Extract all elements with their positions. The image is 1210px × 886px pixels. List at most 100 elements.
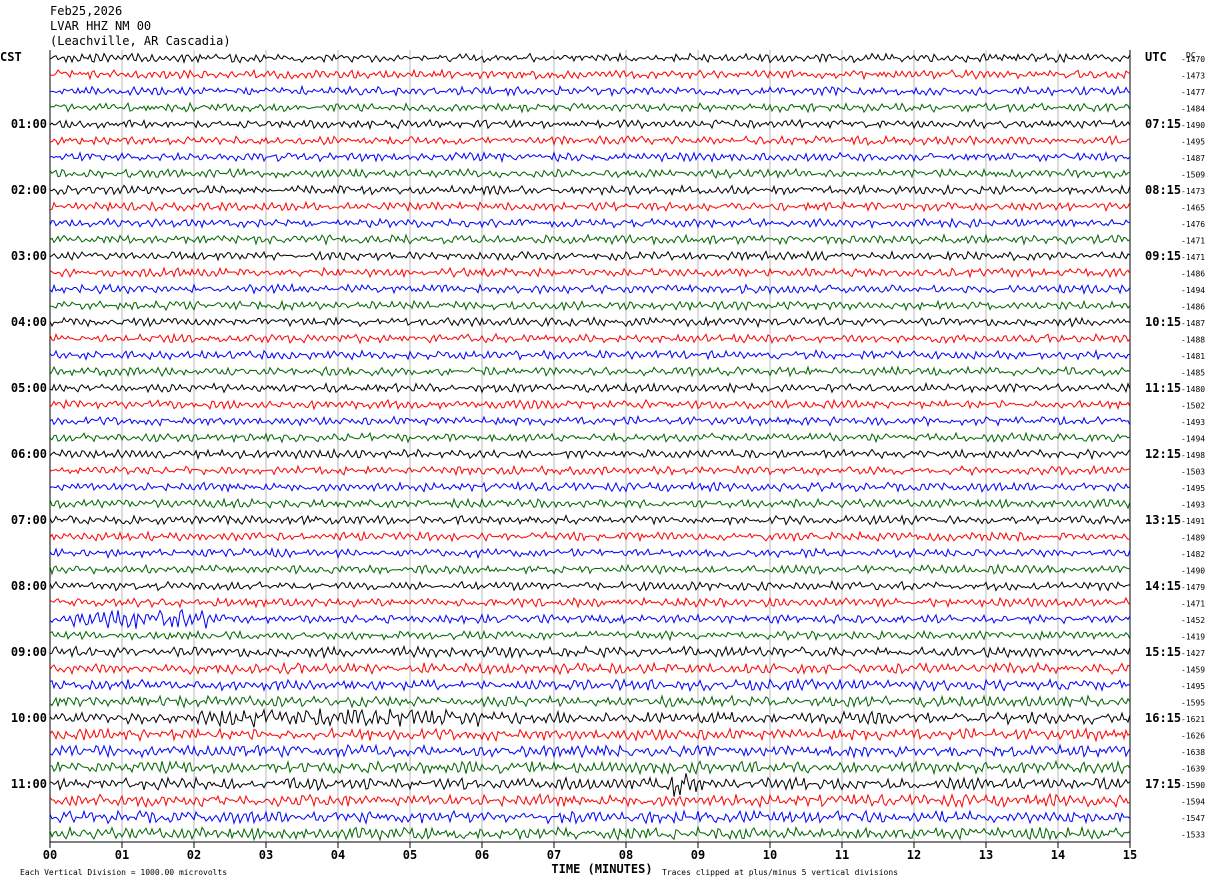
- seismic-trace-row: [49, 332, 1131, 345]
- dc-offset-label: -1547: [1181, 814, 1205, 823]
- right-hour-label: 17:15: [1145, 777, 1181, 791]
- seismic-trace-row: [49, 217, 1131, 229]
- seismic-trace-row: [49, 282, 1131, 295]
- dc-header-label: DC: [1186, 51, 1196, 60]
- seismic-trace-row: [49, 546, 1131, 560]
- dc-offset-label: -1509: [1181, 171, 1205, 180]
- dc-offset-label: -1533: [1181, 831, 1205, 840]
- x-tick-label: 09: [691, 848, 705, 862]
- seismic-trace-row: [49, 644, 1131, 660]
- dc-offset-label: -1626: [1181, 732, 1205, 741]
- dc-offset-label: -1485: [1181, 369, 1205, 378]
- x-tick-label: 12: [907, 848, 921, 862]
- seismic-trace-row: [49, 608, 1131, 629]
- seismic-trace-row: [49, 101, 1131, 114]
- seismic-trace-row: [49, 183, 1131, 197]
- right-hour-label: 15:15: [1145, 645, 1181, 659]
- seismic-trace-row: [49, 743, 1131, 760]
- dc-offset-label: -1471: [1181, 237, 1205, 246]
- x-tick-label: 10: [763, 848, 777, 862]
- seismic-trace-row: [49, 84, 1131, 98]
- seismic-trace-row: [49, 677, 1131, 693]
- dc-offset-label: -1419: [1181, 633, 1205, 642]
- dc-offset-label: -1495: [1181, 682, 1205, 691]
- station-label: LVAR HHZ NM 00: [50, 19, 152, 33]
- seismic-trace-row: [49, 150, 1131, 164]
- dc-offset-label: -1487: [1181, 319, 1205, 328]
- seismic-trace-row: [49, 773, 1131, 797]
- dc-offset-label: -1494: [1181, 286, 1205, 295]
- seismic-trace-row: [49, 381, 1131, 394]
- left-hour-label: 02:00: [11, 183, 47, 197]
- seismic-trace-row: [49, 596, 1131, 609]
- dc-offset-label: -1639: [1181, 765, 1205, 774]
- seismic-trace-row: [49, 707, 1131, 728]
- dc-offset-label: -1498: [1181, 451, 1205, 460]
- dc-offset-label: -1595: [1181, 699, 1205, 708]
- right-hour-label: 13:15: [1145, 513, 1181, 527]
- seismic-trace-row: [49, 480, 1131, 493]
- x-tick-label: 03: [259, 848, 273, 862]
- left-hour-label: 07:00: [11, 513, 47, 527]
- seismic-trace-row: [49, 348, 1131, 361]
- seismic-traces: [49, 51, 1131, 842]
- dc-offset-label: -1480: [1181, 385, 1205, 394]
- seismic-trace-row: [49, 792, 1131, 809]
- seismic-trace-row: [49, 249, 1131, 262]
- x-tick-label: 08: [619, 848, 633, 862]
- seismic-trace-row: [49, 726, 1131, 743]
- dc-offset-label: -1471: [1181, 600, 1205, 609]
- left-hour-label: 05:00: [11, 381, 47, 395]
- dc-offset-label: -1594: [1181, 798, 1205, 807]
- seismic-trace-row: [49, 365, 1131, 378]
- right-hour-label: 14:15: [1145, 579, 1181, 593]
- x-tick-label: 02: [187, 848, 201, 862]
- x-tick-label: 15: [1123, 848, 1137, 862]
- right-hour-label: 09:15: [1145, 249, 1181, 263]
- dc-offset-label: -1476: [1181, 220, 1205, 229]
- x-tick-label: 01: [115, 848, 129, 862]
- left-hour-label: 09:00: [11, 645, 47, 659]
- minute-gridlines: [49, 50, 1131, 848]
- dc-offset-label: -1487: [1181, 154, 1205, 163]
- dc-offset-label: -1470: [1181, 55, 1205, 64]
- dc-offset-label: -1491: [1181, 517, 1205, 526]
- seismic-trace-row: [49, 514, 1131, 527]
- left-hour-label: 08:00: [11, 579, 47, 593]
- left-hour-label: 01:00: [11, 117, 47, 131]
- seismic-trace-row: [49, 629, 1131, 642]
- dc-offset-label: -1486: [1181, 303, 1205, 312]
- seismic-trace-row: [49, 315, 1131, 329]
- dc-offset-label: -1502: [1181, 402, 1205, 411]
- x-tick-label: 05: [403, 848, 417, 862]
- dc-offset-label: -1471: [1181, 253, 1205, 262]
- right-hour-label: 07:15: [1145, 117, 1181, 131]
- dc-offset-label: -1488: [1181, 336, 1205, 345]
- dc-offset-label: -1493: [1181, 501, 1205, 510]
- dc-offset-label: -1473: [1181, 72, 1205, 81]
- dc-offset-label: -1638: [1181, 748, 1205, 757]
- dc-offset-label: -1482: [1181, 550, 1205, 559]
- seismic-trace-row: [49, 530, 1131, 543]
- right-hour-label: 11:15: [1145, 381, 1181, 395]
- dc-offset-label: -1495: [1181, 138, 1205, 147]
- seismic-trace-row: [49, 51, 1131, 65]
- dc-offset-label: -1493: [1181, 418, 1205, 427]
- x-axis-title: TIME (MINUTES): [551, 862, 652, 876]
- x-tick-label: 13: [979, 848, 993, 862]
- dc-offset-label: -1481: [1181, 352, 1205, 361]
- x-tick-label: 07: [547, 848, 561, 862]
- seismic-trace-row: [49, 266, 1131, 279]
- left-hour-label: 03:00: [11, 249, 47, 263]
- dc-offset-label: -1486: [1181, 270, 1205, 279]
- axis-labels: 00 01 02 03 04 05 06 07 08 09 10 11 12 13 14 15 -1470 -14…: [0, 50, 1205, 877]
- seismic-trace-row: [49, 759, 1131, 776]
- vertical-division-note: Each Vertical Division = 1000.00 microvo…: [20, 868, 227, 877]
- right-timezone-label: UTC: [1145, 50, 1167, 64]
- dc-offset-label: -1477: [1181, 88, 1205, 97]
- seismic-trace-row: [49, 233, 1131, 246]
- x-tick-label: 04: [331, 848, 345, 862]
- dc-offset-label: -1473: [1181, 187, 1205, 196]
- x-tick-label: 14: [1051, 848, 1065, 862]
